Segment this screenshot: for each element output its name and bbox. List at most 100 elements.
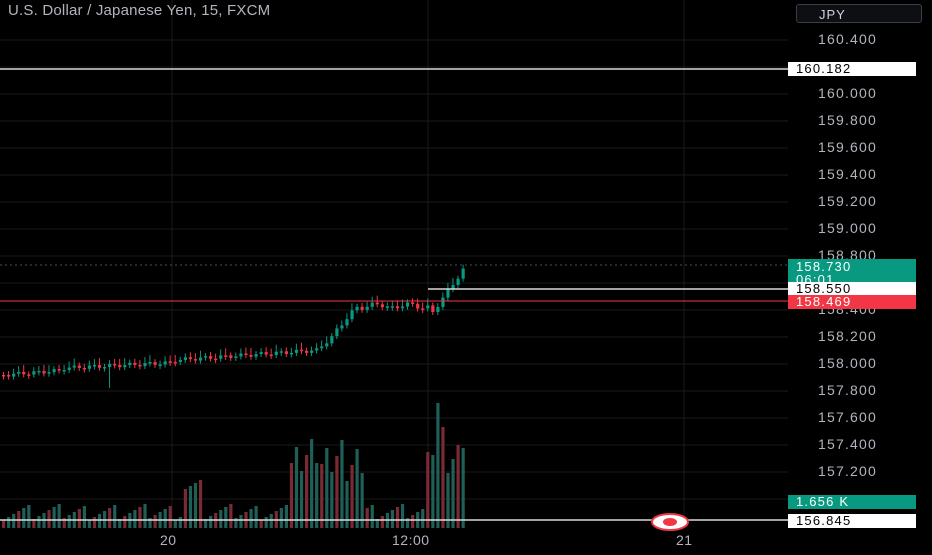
volume-bar: [249, 509, 253, 528]
candle-body: [390, 306, 395, 308]
volume-bar: [330, 472, 334, 528]
volume-bar: [340, 440, 344, 528]
symbol-title[interactable]: U.S. Dollar / Japanese Yen, 15, FXCM: [8, 2, 271, 19]
volume-bar: [87, 520, 92, 528]
volume-bar: [173, 520, 177, 528]
volume-bar: [279, 508, 283, 528]
volume-bar: [204, 519, 208, 528]
price-tick: 157.400: [818, 436, 878, 452]
volume-bar: [188, 486, 193, 528]
volume-bar: [441, 427, 445, 528]
candle-body: [289, 352, 294, 355]
candle-body: [163, 361, 167, 365]
candle-body: [168, 361, 172, 363]
price-tick: 157.200: [818, 463, 878, 479]
volume-bar: [143, 504, 147, 528]
volume-bar: [153, 515, 157, 528]
candle-body: [340, 325, 344, 329]
volume-bar: [269, 514, 273, 528]
candle-body: [400, 306, 405, 309]
candle-body: [330, 336, 334, 344]
candle-body: [234, 356, 238, 358]
volume-bar: [335, 456, 339, 528]
candle-body: [52, 369, 56, 373]
volume-bar: [193, 483, 198, 528]
low-level-tag[interactable]: 156.845: [788, 514, 916, 528]
candle-body: [294, 349, 299, 353]
volume-bar: [395, 507, 400, 528]
candle-body: [27, 374, 31, 376]
volume-bar: [108, 508, 112, 528]
volume-bar: [310, 439, 314, 528]
volume-bar: [446, 473, 450, 528]
candle-body: [436, 306, 440, 312]
volume-bar: [345, 481, 349, 528]
candle-body: [62, 369, 66, 372]
level-2-tag[interactable]: 158.469: [788, 295, 916, 309]
volume-bar: [67, 515, 71, 528]
candle-body: [229, 355, 233, 358]
candle-body: [421, 308, 425, 310]
candle-body: [12, 373, 16, 377]
candle-body: [451, 284, 455, 290]
candle-body: [133, 362, 137, 365]
candle-body: [244, 353, 248, 355]
time-label: 12:00: [392, 532, 430, 548]
candle-body: [370, 302, 374, 307]
grid-lines: [0, 0, 788, 528]
price-tick: 159.800: [818, 112, 878, 128]
candle-body: [456, 278, 460, 285]
candle-body: [411, 302, 415, 304]
currency-button[interactable]: JPY: [796, 4, 922, 23]
candle-body: [72, 365, 76, 368]
candle-body: [441, 297, 445, 307]
volume-bar: [264, 517, 268, 528]
candle-body: [178, 360, 182, 362]
level-1-tag[interactable]: 158.550: [788, 282, 916, 296]
volume-bar: [254, 506, 258, 528]
volume-bar: [305, 455, 309, 528]
candle-body: [320, 346, 324, 349]
high-level-tag[interactable]: 160.182: [788, 62, 916, 76]
candle-body: [138, 364, 142, 367]
candle-body: [22, 371, 26, 375]
volume-bar: [406, 518, 410, 528]
volume-bar: [224, 507, 228, 528]
volume-bar: [2, 520, 6, 528]
candle-body: [47, 372, 51, 374]
candle-body: [108, 363, 112, 368]
volume-bar: [234, 518, 238, 528]
candle-body: [416, 303, 420, 309]
volume-bar: [294, 447, 299, 528]
candle-body: [158, 364, 162, 367]
candle-body: [446, 289, 450, 298]
candle-body: [315, 348, 319, 351]
volume-bar: [168, 506, 172, 528]
candle-body: [2, 375, 6, 377]
record-circle-icon[interactable]: [650, 512, 690, 532]
volume-bar: [163, 509, 167, 528]
volume-bar: [229, 504, 233, 528]
price-tick: 157.800: [818, 382, 878, 398]
candle-body: [299, 349, 304, 352]
volume-bar: [421, 509, 425, 528]
candle-body: [431, 305, 435, 312]
candle-body: [113, 363, 117, 366]
volume-bar: [7, 517, 11, 528]
price-tick: 159.000: [818, 220, 878, 236]
candle-body: [385, 306, 389, 308]
candle-body: [173, 361, 177, 364]
price-tick: 157.600: [818, 409, 878, 425]
volume-bar: [82, 506, 86, 528]
volume-bar: [436, 403, 440, 528]
price-tick: 158.000: [818, 355, 878, 371]
price-tick: 159.200: [818, 193, 878, 209]
volume-bar: [37, 516, 41, 528]
volume-bar: [52, 507, 56, 528]
candle-body: [204, 356, 208, 358]
volume-bar: [118, 519, 122, 528]
candle-body: [128, 362, 132, 366]
candle-body: [365, 306, 369, 310]
